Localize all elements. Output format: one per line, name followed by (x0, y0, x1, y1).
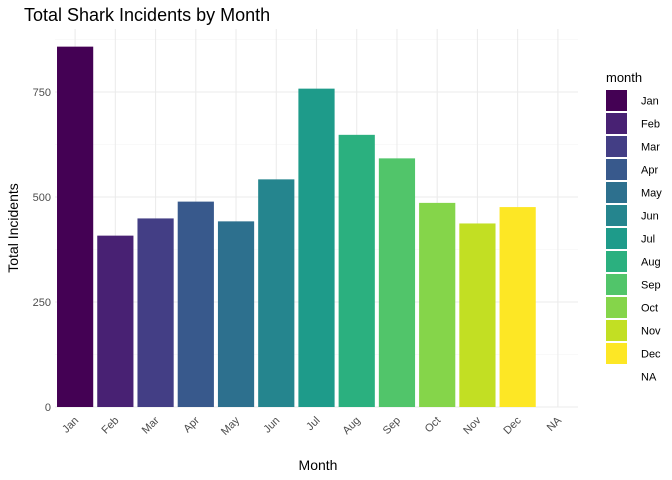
x-tick-label: Mar (140, 414, 162, 436)
x-tick-label: Jul (304, 415, 322, 433)
y-tick-label: 750 (33, 87, 51, 99)
x-tick-label: Apr (181, 414, 202, 435)
legend-key (606, 159, 627, 180)
legend-label: Jun (641, 211, 659, 223)
legend-label: May (641, 188, 662, 200)
bar-apr (177, 201, 214, 407)
legend-key (606, 274, 627, 295)
x-tick-label: Sep (381, 415, 403, 437)
bar-mar (137, 218, 174, 407)
legend-key (606, 343, 627, 364)
x-axis-ticks: Jan Feb Mar Apr May Jun Jul Aug Sep Oct Nov Dec NA (60, 414, 564, 438)
legend-key (606, 251, 627, 272)
y-tick-label: 0 (45, 402, 51, 414)
x-tick-label: Aug (341, 415, 363, 437)
y-tick-label: 500 (33, 192, 51, 204)
y-tick-label: 250 (33, 297, 51, 309)
bar-dec (499, 207, 536, 407)
legend-label: Nov (641, 326, 661, 338)
bar-feb (97, 235, 134, 407)
legend-key (606, 320, 627, 341)
x-tick-label: May (219, 414, 243, 438)
legend-label: Dec (641, 349, 661, 361)
legend-label: Mar (641, 142, 660, 154)
bar-jan (57, 46, 94, 407)
chart-title: Total Shark Incidents by Month (24, 5, 270, 25)
bar-jul (298, 88, 335, 407)
legend-key (606, 113, 627, 134)
legend-label: Feb (641, 119, 660, 131)
bar-nov (459, 223, 496, 407)
bar-oct (419, 202, 456, 407)
x-tick-label: NA (545, 414, 565, 434)
legend: month Jan Feb Mar Apr May Jun Jul Aug Sep Oct Nov D… (606, 70, 662, 387)
x-tick-label: Jun (261, 415, 282, 436)
legend-label: Apr (641, 165, 658, 177)
legend-key (606, 182, 627, 203)
legend-key (606, 90, 627, 111)
bar-jun (258, 179, 295, 407)
legend-key (606, 228, 627, 249)
y-axis-ticks: 0 250 500 750 (33, 87, 51, 414)
legend-key (606, 205, 627, 226)
legend-label: Sep (641, 280, 661, 292)
legend-key (606, 366, 627, 387)
bars (57, 46, 536, 407)
x-axis-title: Month (299, 457, 338, 473)
legend-label: Oct (641, 303, 658, 315)
x-tick-label: Nov (461, 414, 484, 437)
x-tick-label: Feb (100, 415, 122, 437)
x-tick-label: Dec (501, 414, 524, 437)
x-tick-label: Oct (423, 415, 444, 436)
legend-key (606, 136, 627, 157)
y-axis-title: Total Incidents (5, 183, 21, 273)
legend-title: month (606, 70, 642, 85)
legend-key (606, 297, 627, 318)
x-tick-label: Jan (60, 415, 81, 436)
legend-label: Aug (641, 257, 661, 269)
legend-label: Jan (641, 96, 659, 108)
legend-label: Jul (641, 234, 655, 246)
legend-label: NA (641, 372, 657, 384)
bar-sep (378, 158, 416, 407)
bar-aug (338, 134, 375, 407)
bar-may (217, 221, 255, 407)
